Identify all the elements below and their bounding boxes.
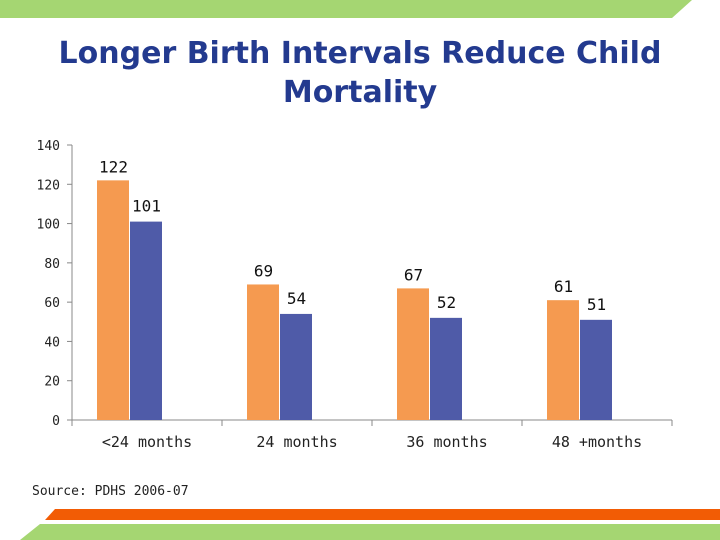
y-tick-label: 40 (44, 335, 60, 350)
x-tick-label: 48 +months (552, 433, 642, 451)
chart-axes: 0 20 40 60 80 100 120 140 (37, 139, 673, 429)
y-tick-label: 80 (44, 257, 60, 272)
data-label: 61 (554, 277, 573, 296)
bottom-decorative-band (20, 509, 720, 540)
data-label: 51 (587, 295, 606, 314)
data-label: 67 (404, 265, 423, 284)
y-tick-label: 60 (44, 296, 60, 311)
top-band-notch (675, 0, 720, 22)
bar (580, 319, 612, 420)
x-tick-label: 36 months (406, 433, 487, 451)
y-tick-label: 100 (37, 218, 60, 233)
data-label: 52 (437, 293, 456, 312)
bar-chart: 0 20 40 60 80 100 120 140 <24 months 24 months 36… (37, 139, 673, 451)
bar (397, 288, 429, 420)
data-label: 69 (254, 261, 273, 280)
bar (547, 300, 579, 420)
y-tick-label: 140 (37, 139, 60, 154)
bar (280, 313, 312, 420)
chart-title: Longer Birth Intervals Reduce Child Mort… (58, 36, 662, 110)
y-tick-label: 0 (52, 414, 60, 429)
x-tick-label: <24 months (102, 433, 192, 451)
y-tick-label: 120 (37, 178, 60, 193)
chart-labels: <24 months 24 months 36 months 48 +months 12… (99, 157, 642, 451)
bar (130, 221, 162, 420)
y-tick-label: 20 (44, 375, 60, 390)
bottom-green-stripe (20, 524, 720, 540)
data-label: 54 (287, 289, 306, 308)
top-green-stripe (0, 0, 692, 18)
bar (97, 180, 129, 420)
bottom-orange-stripe (45, 509, 720, 520)
data-label: 101 (132, 197, 161, 216)
chart-bars (97, 180, 612, 420)
data-label: 122 (99, 157, 128, 176)
top-decorative-band (0, 0, 720, 22)
x-tick-label: 24 months (256, 433, 337, 451)
bar (247, 284, 279, 420)
source-note: Source: PDHS 2006-07 (32, 484, 189, 499)
bar (430, 317, 462, 420)
